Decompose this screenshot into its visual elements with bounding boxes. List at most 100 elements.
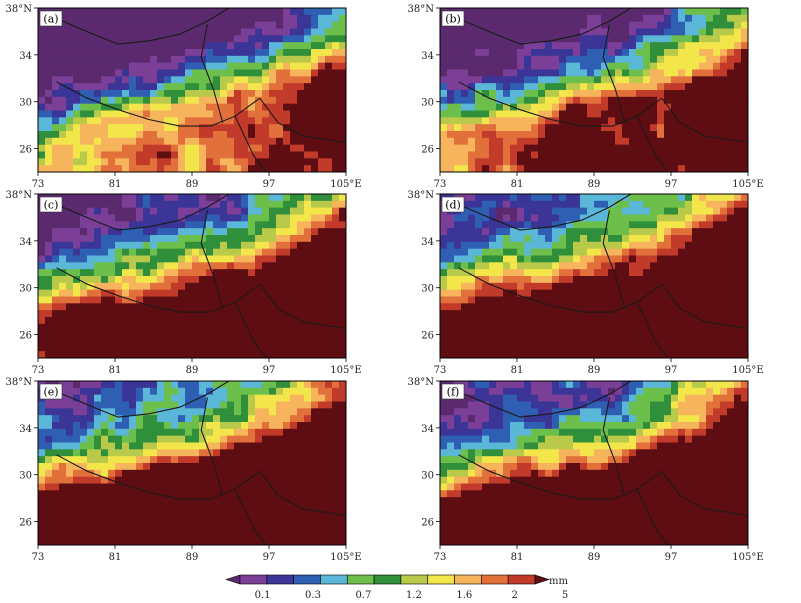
field-cell — [580, 28, 588, 36]
field-cell — [276, 262, 284, 270]
field-cell — [685, 76, 693, 84]
field-cell — [636, 248, 644, 257]
field-cell — [566, 165, 574, 172]
field-cell — [727, 49, 735, 57]
field-cell — [727, 207, 735, 216]
field-cell — [290, 422, 298, 430]
field-cell — [489, 317, 497, 325]
field-cell — [566, 221, 574, 229]
field-cell — [580, 200, 588, 209]
field-cell — [297, 69, 305, 77]
field-cell — [318, 144, 326, 153]
field-cell — [440, 69, 448, 77]
field-cell — [713, 276, 721, 284]
field-cell — [706, 344, 714, 352]
field-cell — [608, 228, 616, 236]
field-cell — [178, 194, 186, 202]
field-cell — [671, 151, 679, 159]
field-cell — [692, 323, 700, 332]
field-cell — [143, 117, 151, 125]
field-cell — [297, 469, 305, 478]
field-cell — [580, 131, 588, 139]
field-cell — [461, 276, 469, 284]
field-cell — [87, 8, 95, 16]
field-cell — [276, 422, 284, 430]
field-cell — [538, 282, 546, 291]
panel-label: (a) — [43, 13, 58, 26]
field-cell — [503, 262, 511, 270]
field-cell — [552, 14, 560, 23]
field-cell — [318, 317, 326, 325]
field-cell — [339, 214, 346, 222]
field-cell — [80, 303, 88, 311]
field-cell — [73, 351, 81, 358]
field-cell — [178, 110, 186, 118]
field-cell — [489, 228, 497, 236]
field-cell — [241, 35, 249, 43]
field-cell — [692, 337, 700, 345]
field-cell — [178, 28, 186, 36]
field-cell — [538, 35, 546, 43]
field-cell — [150, 269, 158, 277]
field-cell — [325, 415, 333, 423]
field-cell — [629, 269, 637, 277]
field-cell — [283, 117, 291, 125]
field-cell — [538, 221, 546, 229]
field-cell — [304, 96, 312, 105]
field-cell — [461, 330, 469, 339]
field-cell — [741, 235, 748, 243]
field-cell — [66, 337, 74, 345]
field-cell — [234, 200, 242, 209]
field-cell — [269, 8, 277, 16]
field-cell — [241, 131, 249, 139]
field-cell — [601, 83, 609, 91]
field-cell — [468, 76, 476, 84]
field-cell — [503, 90, 511, 98]
field-cell — [664, 69, 672, 77]
field-cell — [552, 207, 560, 216]
field-cell — [129, 394, 137, 403]
field-cell — [580, 344, 588, 352]
field-cell — [248, 317, 256, 325]
field-cell — [164, 463, 172, 471]
field-cell — [510, 194, 518, 202]
field-cell — [692, 194, 700, 202]
field-cell — [185, 323, 193, 332]
field-cell — [339, 207, 346, 216]
field-cell — [108, 269, 116, 277]
field-cell — [164, 124, 172, 132]
field-cell — [101, 90, 109, 98]
field-cell — [129, 449, 137, 457]
field-cell — [447, 269, 455, 277]
field-cell — [164, 401, 172, 409]
field-cell — [164, 96, 172, 105]
field-cell — [318, 42, 326, 50]
field-cell — [685, 255, 693, 263]
panel-label-box — [441, 196, 465, 213]
field-cell — [122, 276, 130, 284]
field-cell — [339, 103, 346, 112]
field-cell — [559, 214, 567, 222]
field-cell — [297, 310, 305, 318]
field-cell — [566, 21, 574, 30]
field-cell — [59, 124, 67, 132]
field-cell — [339, 200, 346, 209]
field-cell — [318, 96, 326, 105]
field-cell — [454, 289, 462, 298]
field-cell — [73, 90, 81, 98]
field-cell — [101, 144, 109, 153]
field-cell — [510, 255, 518, 263]
field-cell — [692, 69, 700, 77]
field-cell — [580, 276, 588, 284]
field-cell — [615, 194, 623, 202]
field-cell — [66, 381, 74, 389]
field-cell — [601, 103, 609, 112]
field-cell — [59, 117, 67, 125]
field-cell — [622, 330, 630, 339]
field-cell — [297, 103, 305, 112]
field-cell — [283, 110, 291, 118]
field-cell — [587, 137, 595, 146]
field-cell — [52, 69, 60, 77]
field-cell — [304, 228, 312, 236]
field-cell — [482, 228, 490, 236]
